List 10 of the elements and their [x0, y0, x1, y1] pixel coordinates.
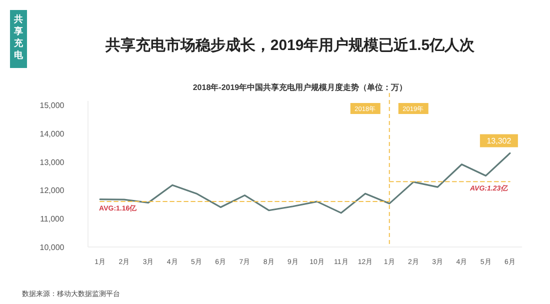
data-label: 13,302 — [486, 136, 512, 146]
y-tick-label: 12,000 — [40, 186, 65, 196]
chart-subtitle: 2018年-2019年中国共享充电用户规模月度走势（单位：万） — [192, 82, 408, 92]
y-tick-label: 13,000 — [40, 158, 65, 167]
y-tick-label: 15,000 — [40, 101, 65, 110]
text: 共享充电 — [13, 14, 24, 60]
y-tick-label: 14,000 — [40, 129, 65, 138]
chart-title: 共享充电市场稳步成长，2019年用户规模已近1.5亿人次 — [104, 36, 476, 54]
y-tick-label: 11,000 — [40, 214, 64, 224]
y-tick-label: 10,000 — [40, 243, 65, 252]
